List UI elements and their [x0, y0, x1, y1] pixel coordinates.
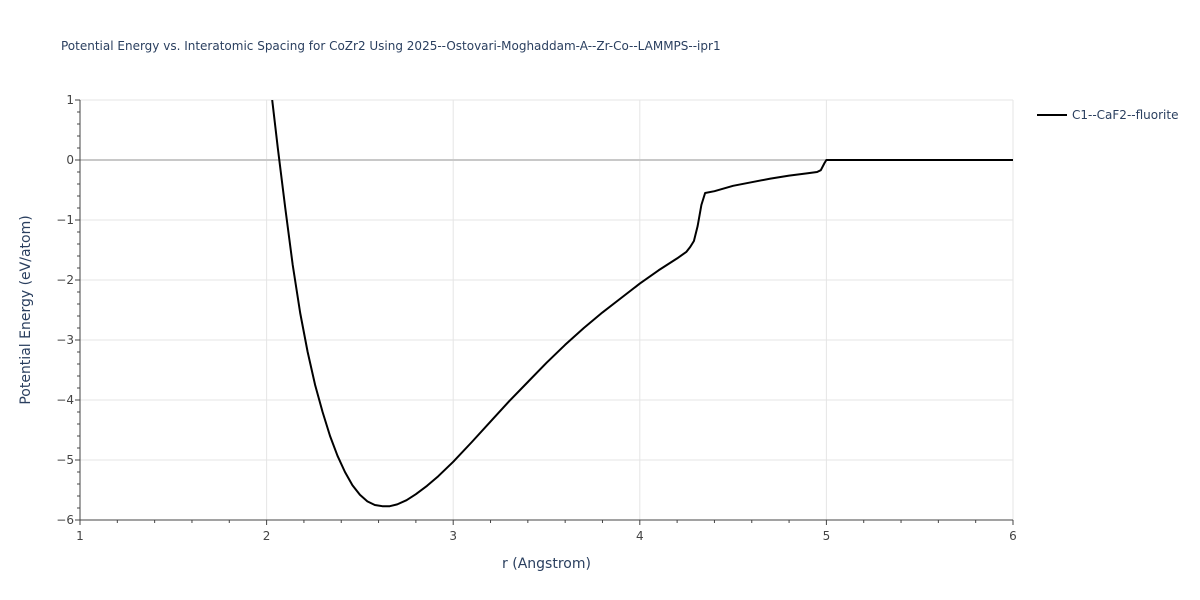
- plot-area: [271, 100, 1013, 508]
- x-axis-ticks: 1 2 3 4 5 6: [76, 529, 1017, 543]
- legend[interactable]: C1--CaF2--fluorite: [1037, 108, 1178, 122]
- x-tick-label: 5: [823, 529, 831, 543]
- y-tick-label: −5: [56, 453, 74, 467]
- y-tick-label: 1: [66, 93, 74, 107]
- y-tick-label: −4: [56, 393, 74, 407]
- y-tick-label: −1: [56, 213, 74, 227]
- x-axis-title: r (Angstrom): [502, 556, 591, 572]
- y-tick-label: −2: [56, 273, 74, 287]
- x-tick-label: 4: [636, 529, 644, 543]
- x-tick-label: 3: [449, 529, 457, 543]
- x-tick-label: 6: [1009, 529, 1017, 543]
- y-axis-title: Potential Energy (eV/atom): [18, 215, 34, 404]
- y-axis-ticks: 1 0 −1 −2 −3 −4 −5 −6: [56, 93, 74, 527]
- legend-item-label[interactable]: C1--CaF2--fluorite: [1072, 108, 1178, 122]
- y-tick-label: −6: [56, 513, 74, 527]
- series-line: [271, 100, 1013, 508]
- grid-lines: [80, 99, 1014, 520]
- y-tick-label: 0: [66, 153, 74, 167]
- x-tick-label: 2: [263, 529, 271, 543]
- axes: [75, 99, 1014, 525]
- y-tick-label: −3: [56, 333, 74, 347]
- x-tick-label: 1: [76, 529, 84, 543]
- chart-title: Potential Energy vs. Interatomic Spacing…: [61, 39, 721, 53]
